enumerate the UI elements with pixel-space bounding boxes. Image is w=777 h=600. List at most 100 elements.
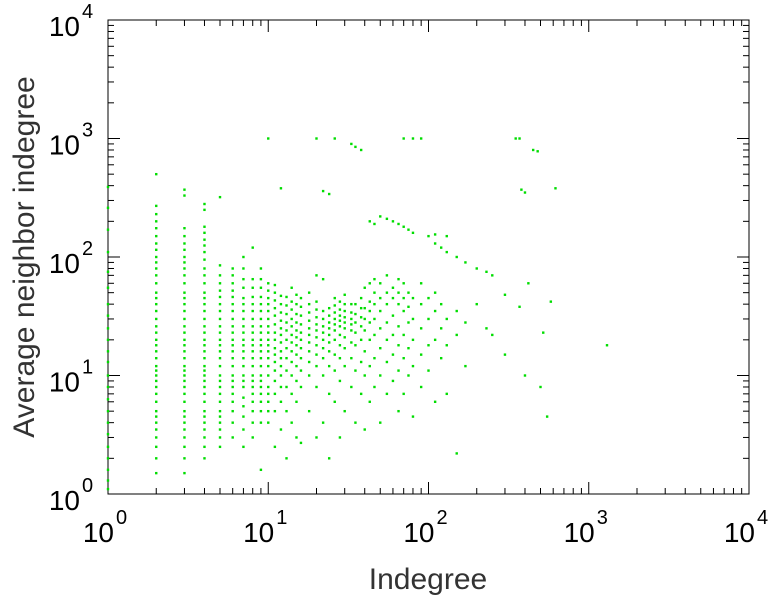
data-point bbox=[231, 338, 234, 342]
data-point bbox=[155, 331, 158, 334]
data-point bbox=[106, 398, 110, 401]
data-point bbox=[445, 317, 448, 321]
data-point bbox=[354, 344, 357, 347]
data-point bbox=[554, 187, 557, 190]
data-point bbox=[183, 274, 186, 277]
data-point bbox=[155, 282, 158, 285]
data-point bbox=[155, 267, 158, 270]
data-point bbox=[183, 226, 186, 230]
data-point bbox=[315, 323, 318, 326]
data-point bbox=[203, 409, 206, 413]
y-tick-base: 10 bbox=[49, 130, 80, 161]
data-point bbox=[279, 428, 283, 431]
data-point bbox=[279, 400, 283, 403]
data-point bbox=[290, 325, 293, 328]
data-point bbox=[155, 309, 158, 313]
data-point bbox=[203, 258, 206, 261]
data-point bbox=[295, 336, 298, 339]
data-point bbox=[155, 471, 158, 475]
data-point bbox=[155, 428, 158, 431]
data-point bbox=[183, 188, 186, 191]
x-axis-title: Indegree bbox=[369, 563, 487, 596]
data-point bbox=[259, 277, 263, 281]
data-point bbox=[251, 338, 254, 342]
data-point bbox=[350, 302, 353, 306]
data-point bbox=[338, 379, 342, 383]
data-point bbox=[251, 317, 254, 321]
data-point bbox=[259, 385, 263, 389]
data-point bbox=[183, 242, 186, 245]
data-point bbox=[373, 333, 376, 337]
data-point bbox=[279, 327, 283, 330]
data-point bbox=[321, 309, 325, 313]
data-point bbox=[290, 392, 293, 396]
data-point bbox=[290, 374, 293, 377]
y-tick-label: 10 2 bbox=[49, 238, 93, 279]
data-point bbox=[363, 428, 366, 431]
data-point bbox=[267, 325, 270, 328]
data-point bbox=[279, 356, 283, 360]
data-point bbox=[279, 364, 283, 368]
data-point bbox=[203, 392, 206, 396]
x-tick-label: 10 2 bbox=[403, 507, 447, 548]
data-point bbox=[218, 374, 222, 377]
data-point bbox=[327, 341, 331, 344]
data-point bbox=[368, 400, 371, 403]
data-point bbox=[273, 379, 277, 383]
data-point bbox=[259, 317, 263, 321]
data-point bbox=[307, 360, 311, 364]
data-point bbox=[203, 457, 206, 460]
data-point bbox=[273, 323, 277, 326]
data-point bbox=[218, 415, 222, 418]
data-point bbox=[242, 267, 245, 270]
data-point bbox=[259, 374, 263, 377]
data-point bbox=[354, 321, 357, 324]
data-point bbox=[203, 225, 206, 228]
data-point bbox=[315, 344, 318, 347]
data-point bbox=[259, 400, 263, 403]
data-point bbox=[295, 379, 298, 383]
data-point bbox=[106, 314, 110, 317]
data-point bbox=[218, 344, 222, 347]
data-point bbox=[411, 338, 415, 342]
data-point bbox=[242, 385, 245, 389]
data-point bbox=[231, 364, 234, 368]
data-point bbox=[518, 137, 521, 140]
data-point bbox=[315, 329, 318, 332]
data-point bbox=[523, 374, 527, 377]
data-point bbox=[315, 436, 318, 439]
data-point bbox=[333, 353, 336, 356]
data-point bbox=[379, 346, 382, 350]
data-point bbox=[402, 356, 405, 360]
data-point bbox=[183, 338, 186, 342]
data-point bbox=[231, 385, 234, 389]
data-point bbox=[203, 421, 206, 424]
data-point bbox=[433, 338, 437, 342]
data-point bbox=[218, 428, 222, 431]
data-point bbox=[397, 369, 400, 372]
data-point bbox=[285, 321, 288, 324]
data-point bbox=[338, 344, 342, 347]
data-point bbox=[379, 282, 382, 285]
data-point bbox=[321, 189, 325, 193]
data-point bbox=[155, 302, 158, 306]
data-point bbox=[267, 282, 270, 285]
data-point bbox=[273, 409, 277, 413]
data-point bbox=[539, 385, 542, 389]
data-point bbox=[183, 392, 186, 396]
data-point bbox=[295, 302, 298, 306]
data-point bbox=[391, 286, 395, 289]
data-point bbox=[327, 333, 331, 337]
data-point bbox=[315, 364, 318, 368]
data-point bbox=[285, 312, 288, 316]
data-point bbox=[218, 289, 222, 292]
data-point bbox=[106, 487, 110, 491]
data-point bbox=[231, 325, 234, 328]
data-point bbox=[397, 409, 400, 413]
data-point bbox=[333, 400, 336, 403]
data-point bbox=[333, 329, 336, 332]
data-point bbox=[183, 255, 186, 259]
data-point bbox=[183, 356, 186, 360]
data-point bbox=[242, 338, 245, 342]
